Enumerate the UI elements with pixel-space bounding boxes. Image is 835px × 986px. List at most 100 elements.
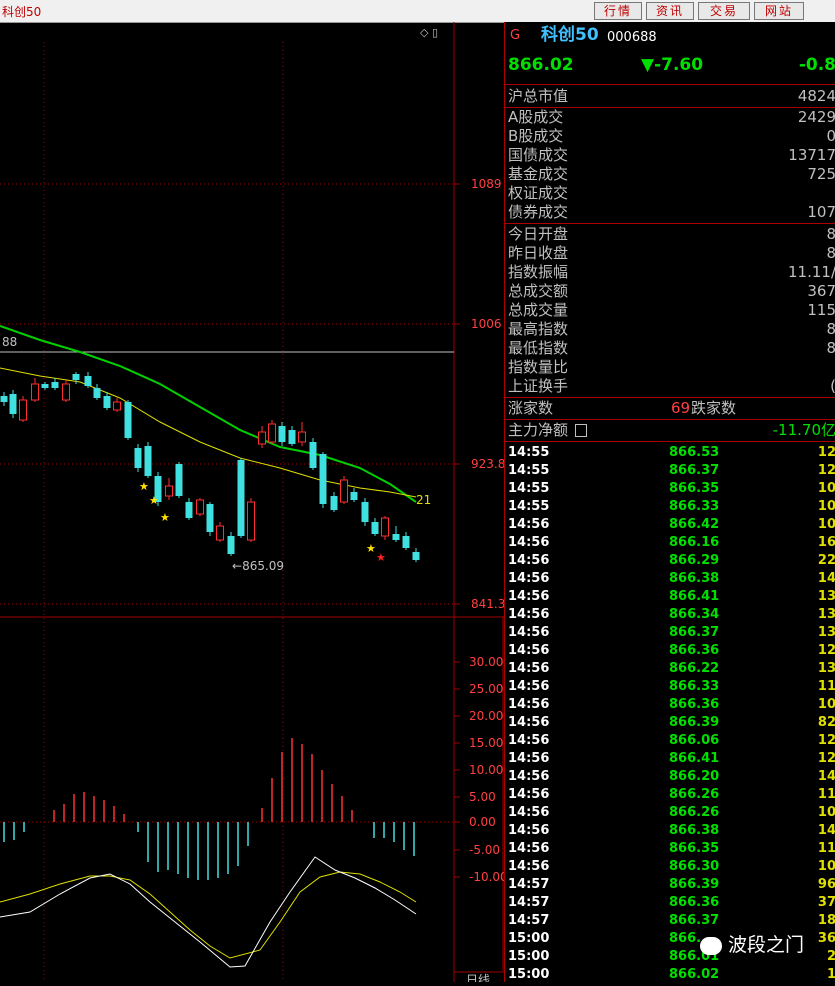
stat-label: 最低指数 [508, 339, 569, 357]
stat-value: 4824 [797, 87, 835, 105]
tick-time: 14:56 [508, 553, 550, 568]
tick-price: 866.39 [669, 715, 720, 730]
chart-settings-icon[interactable]: ◇ ▯ [420, 26, 438, 39]
stat-value: 0 [826, 127, 835, 145]
divider [505, 441, 835, 442]
candle-body [278, 426, 286, 442]
candle-body [412, 552, 420, 560]
ma-yellow-line [0, 367, 417, 498]
tick-time: 14:56 [508, 715, 550, 730]
candle-body [319, 454, 327, 504]
tick-volume: 12 [817, 751, 835, 766]
tick-volume: 16 [817, 535, 835, 550]
stat-label: 最高指数 [508, 320, 569, 338]
price-tick-label: 841.3 [471, 597, 504, 611]
stat-row: A股成交 2429 [505, 108, 835, 127]
tick-row: 14:56 866.22 13 [505, 660, 835, 678]
star-icon: ★ [366, 542, 376, 555]
tick-price: 866.02 [669, 967, 720, 982]
quote-header: G 科创50 000688 [505, 26, 835, 48]
watermark: 波段之门 [700, 930, 804, 957]
tick-volume: 10 [817, 859, 835, 874]
tick-time: 14:56 [508, 823, 550, 838]
stat-label: 上证换手 [508, 377, 569, 395]
tick-time: 14:56 [508, 859, 550, 874]
stat-value: 367 [807, 282, 835, 300]
macd-tick-label: 15.00 [469, 736, 503, 750]
tick-price: 866.20 [669, 769, 720, 784]
tick-row: 14:57 866.36 37 [505, 894, 835, 912]
candle-body [0, 396, 8, 402]
tick-price: 866.30 [669, 859, 720, 874]
tick-volume: 13 [817, 625, 835, 640]
tick-time: 14:56 [508, 661, 550, 676]
window-title: 科创50 [2, 5, 42, 19]
flow-row: 主力净额 -11.70亿 [505, 421, 835, 440]
wechat-icon [700, 936, 722, 955]
tick-price: 866.35 [669, 481, 720, 496]
tick-row: 14:57 866.39 96 [505, 876, 835, 894]
tick-row: 14:55 866.35 10 [505, 480, 835, 498]
tick-price: 866.37 [669, 625, 720, 640]
candle-body [124, 402, 132, 438]
macd-tick-label: 25.00 [469, 682, 503, 696]
stat-label: 沪总市值 [508, 87, 569, 105]
macd-dea-line [0, 871, 417, 959]
tick-row: 15:00 866.02 1 [505, 966, 835, 984]
tick-volume: 13 [817, 661, 835, 676]
stat-row: 指数振幅 11.11/ [505, 263, 835, 282]
tick-time: 15:00 [508, 949, 550, 964]
watermark-text: 波段之门 [728, 934, 805, 956]
stat-value: 8 [826, 339, 835, 357]
tick-time: 14:57 [508, 895, 550, 910]
tick-row: 14:56 866.38 14 [505, 570, 835, 588]
tick-volume: 96 [817, 877, 835, 892]
candle-body [175, 464, 183, 496]
tick-volume: 12 [817, 643, 835, 658]
stat-row: 最低指数 8 [505, 339, 835, 358]
toolbar-button-website[interactable]: 网站 [754, 2, 804, 20]
low-marker-label: ←865.09 [232, 559, 284, 573]
tick-time: 14:56 [508, 805, 550, 820]
quote-panel: G 科创50 000688 866.02 ▼-7.60 -0.8 沪总市值 482… [504, 22, 835, 982]
up-count-label: 涨家数 [508, 399, 554, 417]
tick-row: 15:00 866. 36 [505, 930, 835, 948]
tick-price: 866.42 [669, 517, 720, 532]
candle-body [371, 522, 379, 534]
ma-green-line [0, 325, 417, 503]
stat-label: A股成交 [508, 108, 564, 126]
macd-dif-line [0, 856, 417, 968]
tick-price: 866.33 [669, 499, 720, 514]
candle-body [144, 446, 152, 476]
tick-volume: 10 [817, 517, 835, 532]
candle-body [288, 430, 296, 444]
tick-volume: 10 [817, 697, 835, 712]
toolbar-button-news[interactable]: 资讯 [646, 2, 694, 20]
tick-price: 866.33 [669, 679, 720, 694]
price-change: ▼-7.60 [641, 55, 704, 75]
toolbar-button-market[interactable]: 行情 [594, 2, 642, 20]
tick-row: 14:56 866.33 11 [505, 678, 835, 696]
stat-row: 国债成交 13717 [505, 146, 835, 165]
toolbar-button-trade[interactable]: 交易 [698, 2, 750, 20]
up-count-value: 69 [671, 399, 691, 417]
macd-tick-label: -10.00 [469, 870, 504, 884]
tick-volume: 14 [817, 823, 835, 838]
tick-row: 14:55 866.37 12 [505, 462, 835, 480]
candle-body [361, 502, 369, 522]
tick-row: 14:56 866.30 10 [505, 858, 835, 876]
tick-row: 14:56 866.37 13 [505, 624, 835, 642]
candle-body [165, 485, 173, 497]
tick-time: 14:56 [508, 733, 550, 748]
candle-body [268, 423, 276, 443]
tick-time: 14:55 [508, 463, 550, 478]
stock-code: 000688 [607, 30, 657, 45]
kline-chart-area[interactable]: 88 ◇ ▯ 21 ★ ★ ★ ★ ★ ←865.09 1089 1006 923.… [0, 22, 508, 986]
list-icon[interactable] [575, 424, 587, 437]
stat-row: 指数量比 [505, 358, 835, 377]
tick-time: 14:56 [508, 751, 550, 766]
tick-row: 14:56 866.41 13 [505, 588, 835, 606]
stat-row: 权证成交 [505, 184, 835, 203]
tick-price: 866.34 [669, 607, 720, 622]
tick-volume: 10 [817, 805, 835, 820]
